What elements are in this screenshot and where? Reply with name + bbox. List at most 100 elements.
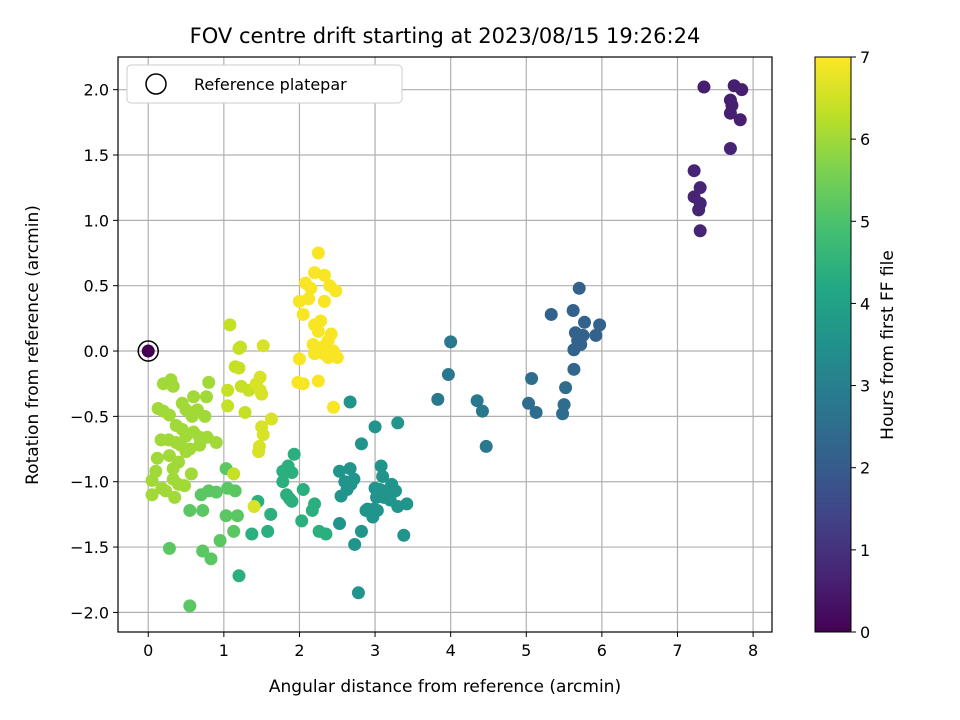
data-point: [198, 409, 212, 423]
data-point: [238, 405, 252, 419]
data-point: [183, 599, 197, 613]
data-point: [296, 377, 310, 391]
data-point: [697, 80, 711, 94]
data-point: [287, 447, 301, 461]
y-tick-label: 1.0: [84, 211, 109, 230]
data-point: [391, 416, 405, 430]
data-point: [376, 469, 390, 483]
data-point: [196, 544, 210, 558]
data-point: [162, 449, 176, 463]
x-axis-label: Angular distance from reference (arcmin): [269, 677, 621, 697]
data-point: [261, 524, 275, 538]
data-point: [302, 292, 316, 306]
data-point: [326, 400, 340, 414]
data-point: [368, 420, 382, 434]
data-point: [479, 439, 493, 453]
data-point: [693, 181, 707, 195]
data-point: [232, 361, 246, 375]
colorbar: 0 1 2 3 4 5 6 7 Hours from first FF file: [814, 48, 898, 642]
data-point: [733, 113, 747, 127]
data-point: [183, 503, 197, 517]
data-point: [441, 368, 455, 382]
data-point: [264, 412, 278, 426]
data-point: [253, 383, 267, 397]
data-point: [723, 141, 737, 155]
data-point: [317, 294, 331, 308]
colorbar-tick-label: 6: [860, 130, 870, 149]
data-point: [351, 586, 365, 600]
data-point: [213, 534, 227, 548]
data-point: [475, 404, 489, 418]
reference-marker: [137, 340, 159, 362]
data-point: [317, 268, 331, 282]
data-point: [333, 517, 347, 531]
data-point: [202, 375, 216, 389]
data-point: [276, 475, 290, 489]
data-point: [304, 281, 318, 295]
data-point: [572, 281, 586, 295]
data-point: [245, 527, 259, 541]
x-tick-label: 7: [672, 641, 682, 660]
data-point: [311, 246, 325, 260]
data-point: [692, 203, 706, 217]
reference-point: [141, 344, 155, 358]
data-point: [252, 445, 266, 459]
data-point: [159, 484, 173, 498]
data-point: [145, 488, 159, 502]
plot-frame: [117, 56, 773, 633]
data-point: [348, 537, 362, 551]
y-tick-label: −2.0: [70, 603, 109, 622]
data-point: [187, 390, 201, 404]
data-point: [366, 510, 380, 524]
y-axis-ticks: −2.0 −1.5 −1.0 −0.5 0.0 0.5 1.0 1.5 2.0: [70, 81, 118, 622]
data-point: [256, 339, 270, 353]
colorbar-tick-label: 1: [860, 541, 870, 560]
legend-label: Reference platepar: [194, 75, 347, 94]
data-point: [566, 304, 580, 318]
y-tick-label: −1.5: [70, 538, 109, 557]
x-tick-label: 0: [143, 641, 153, 660]
data-point: [567, 362, 581, 376]
legend-box: [126, 64, 403, 104]
colorbar-tick-label: 7: [860, 48, 870, 67]
data-point: [285, 494, 299, 508]
data-point: [559, 381, 573, 395]
data-point: [431, 392, 445, 406]
colorbar-tick-label: 3: [860, 377, 870, 396]
x-tick-label: 1: [219, 641, 229, 660]
data-point: [305, 503, 319, 517]
data-point: [232, 341, 246, 355]
data-point: [333, 464, 347, 478]
data-point: [308, 266, 322, 280]
grid-lines: [118, 57, 772, 632]
data-point: [296, 307, 310, 321]
colorbar-tick-label: 4: [860, 294, 870, 313]
data-point: [202, 484, 216, 498]
data-point: [556, 407, 570, 421]
data-point: [221, 383, 235, 397]
data-point: [444, 335, 458, 349]
data-point: [292, 352, 306, 366]
x-tick-label: 6: [597, 641, 607, 660]
colorbar-gradient: [814, 56, 852, 633]
data-point: [329, 284, 343, 298]
x-tick-label: 4: [446, 641, 456, 660]
colorbar-tick-label: 0: [860, 623, 870, 642]
data-point: [308, 347, 322, 361]
reference-ring: [137, 340, 159, 362]
data-point: [179, 445, 193, 459]
data-point: [228, 484, 242, 498]
data-point: [354, 437, 368, 451]
y-tick-label: 2.0: [84, 81, 109, 100]
colorbar-label: Hours from first FF file: [878, 250, 898, 440]
y-tick-label: 1.5: [84, 146, 109, 165]
data-point: [525, 371, 539, 385]
y-axis-label: Rotation from reference (arcmin): [23, 205, 43, 485]
data-point: [232, 569, 246, 583]
data-point: [593, 318, 607, 332]
x-tick-label: 5: [521, 641, 531, 660]
data-point: [577, 315, 591, 329]
data-point: [221, 399, 235, 413]
data-point: [296, 483, 310, 497]
